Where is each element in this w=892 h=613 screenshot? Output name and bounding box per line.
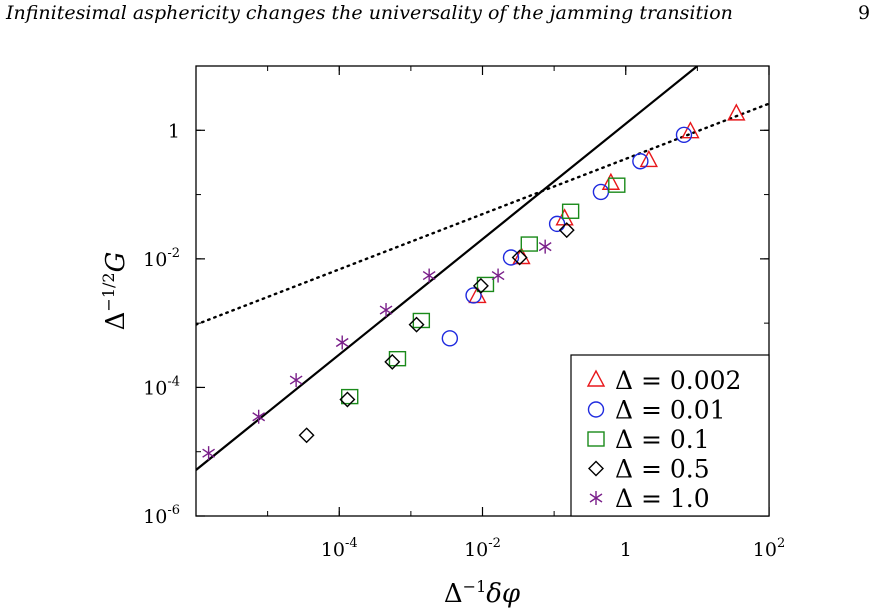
y-axis-label-rest: G	[101, 252, 131, 273]
y-tick-label-exponent: -2	[167, 246, 180, 261]
data-point-triangle	[639, 149, 658, 168]
data-point-asterisk	[422, 268, 436, 283]
x-tick-label: 1	[620, 539, 632, 561]
y-tick-label-mantissa: 10	[143, 377, 167, 399]
running-head-title: Infinitesimal asphericity changes the un…	[6, 2, 733, 24]
solid-reference-line	[196, 66, 699, 471]
data-point-square	[388, 350, 407, 367]
y-tick-label-exponent: -4	[167, 374, 180, 389]
reference-lines	[196, 66, 769, 471]
data-point-square	[520, 236, 538, 252]
data-point-square	[476, 276, 495, 293]
data-markers	[202, 103, 746, 461]
data-point-diamond	[558, 222, 575, 239]
data-point-diamond	[384, 353, 401, 370]
legend-entry-label: Δ = 0.5	[615, 455, 710, 484]
legend-box	[570, 354, 770, 517]
y-tick-label-mantissa: 10	[143, 249, 167, 271]
data-point-circle	[441, 330, 459, 347]
legend-entry-label: Δ = 0.01	[615, 396, 726, 425]
data-point-asterisk	[491, 268, 505, 283]
legend-entry-label: Δ = 0.1	[615, 425, 710, 454]
legend-triangle-icon	[586, 369, 606, 387]
data-point-asterisk	[379, 303, 393, 318]
data-point-circle	[465, 287, 482, 304]
page-number: 9	[858, 2, 871, 24]
y-tick-label-mantissa: 10	[143, 506, 167, 528]
legend-circle-icon	[587, 401, 605, 418]
x-tick-label-mantissa: 10	[464, 539, 488, 561]
legend-asterisk-icon	[589, 491, 603, 505]
y-tick-label: 1	[168, 120, 180, 142]
y-tick-label-mantissa: 1	[168, 120, 180, 142]
x-tick-label-exponent: 2	[777, 536, 785, 551]
y-axis-label-base: Δ	[101, 312, 131, 331]
data-point-triangle	[727, 103, 746, 121]
x-tick-label-mantissa: 10	[321, 539, 345, 561]
data-point-asterisk	[289, 373, 303, 388]
data-point-diamond	[511, 249, 528, 266]
x-axis-label-exponent: −1	[463, 577, 487, 596]
data-point-square	[412, 312, 431, 329]
data-point-triangle	[601, 172, 621, 190]
x-tick-label-mantissa: 10	[753, 539, 777, 561]
y-tick-label: 10-4	[143, 374, 180, 399]
x-tick-label-exponent: -4	[345, 536, 358, 551]
data-point-circle	[502, 249, 520, 266]
y-axis-label: Δ−1/2G	[99, 252, 131, 331]
x-tick-label-exponent: -2	[488, 536, 501, 551]
y-tick-label: 10-6	[143, 503, 180, 528]
x-tick-label: 102	[753, 536, 785, 561]
data-point-square	[561, 203, 580, 219]
x-tick-label-mantissa: 1	[620, 539, 632, 561]
data-point-diamond	[339, 391, 356, 408]
y-tick-label: 10-2	[143, 246, 180, 271]
data-point-diamond	[408, 316, 425, 333]
x-axis-label-base: Δ	[444, 579, 463, 609]
data-point-asterisk	[538, 239, 552, 254]
x-tick-label: 10-2	[464, 536, 501, 561]
data-point-asterisk	[202, 446, 216, 461]
data-point-asterisk	[335, 335, 349, 350]
data-point-diamond	[298, 427, 315, 444]
x-tick-label: 10-4	[321, 536, 358, 561]
data-point-diamond	[472, 277, 489, 294]
legend-square-icon	[587, 431, 605, 447]
data-point-circle	[675, 126, 693, 144]
x-axis-label-rest: δφ	[486, 579, 521, 609]
data-point-circle	[548, 215, 566, 233]
data-point-asterisk	[252, 409, 266, 424]
y-axis-label-exponent: −1/2	[99, 272, 118, 311]
x-axis-label: Δ−1δφ	[444, 577, 521, 609]
legend-diamond-icon	[588, 460, 604, 477]
data-point-circle	[592, 183, 610, 201]
dotted-reference-line	[196, 102, 769, 326]
y-tick-label-exponent: -6	[167, 503, 180, 518]
legend-entry-label: Δ = 0.002	[615, 366, 741, 395]
legend-entry-label: Δ = 1.0	[615, 484, 710, 513]
data-point-circle	[632, 153, 649, 170]
data-point-square	[608, 177, 626, 193]
